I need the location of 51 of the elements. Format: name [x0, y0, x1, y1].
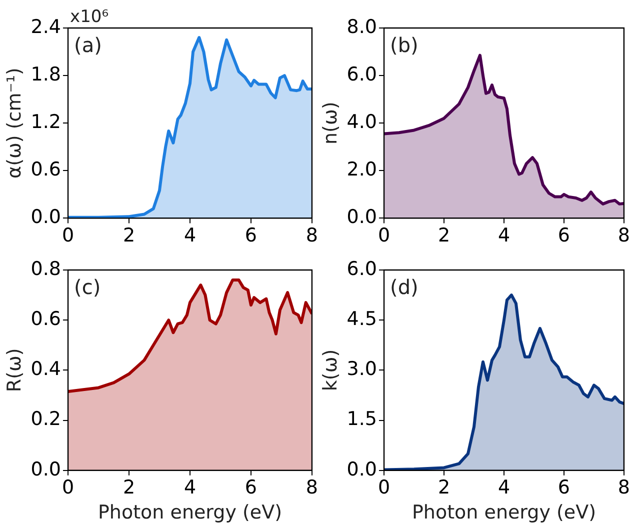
x-tick-label: 6 — [558, 224, 570, 247]
y-tick-label: 0.2 — [30, 408, 62, 430]
y-tick-label: 2.0 — [346, 158, 378, 181]
x-tick-label: 2 — [438, 476, 450, 499]
y-tick-label: 0.8 — [30, 258, 62, 280]
y-axis-title: n(ω) — [319, 102, 342, 144]
x-tick-label: 4 — [498, 224, 510, 247]
x-tick-label: 6 — [244, 224, 258, 247]
annotation: (b) — [390, 33, 418, 57]
x-tick-label: 0 — [378, 224, 390, 247]
y-tick-label: 1.2 — [30, 111, 62, 134]
x-tick-label: 0 — [62, 224, 74, 247]
x-tick-label: 0 — [378, 476, 390, 499]
annotation: (c) — [74, 275, 101, 299]
y-tick-label: 6.0 — [346, 63, 378, 86]
y-tick-label: 1.8 — [30, 63, 62, 86]
y-tick-label: 2.4 — [30, 16, 62, 38]
y-tick-label: 0.6 — [30, 158, 62, 181]
x-tick-label: 8 — [618, 476, 630, 499]
x-tick-label: 2 — [438, 224, 450, 247]
x-tick-label: 4 — [184, 224, 196, 247]
y-tick-label: 6.0 — [346, 258, 378, 280]
x-tick-label: 6 — [244, 476, 258, 499]
y-tick-label: 1.5 — [346, 408, 378, 430]
x-tick-label: 6 — [558, 476, 570, 499]
y-tick-label: 8.0 — [346, 16, 378, 38]
x-tick-label: 0 — [62, 476, 74, 499]
y-tick-label: 0.0 — [346, 206, 378, 228]
x-tick-label: 8 — [306, 476, 318, 499]
y-tick-label: 0.0 — [30, 206, 62, 228]
x-axis-title: Photon energy (eV) — [412, 502, 596, 524]
y-tick-label: 4.0 — [346, 111, 378, 134]
x-tick-label: 2 — [122, 224, 136, 247]
y-axis-title: R(ω) — [3, 348, 26, 392]
x-tick-label: 4 — [184, 476, 196, 499]
annotation: (d) — [390, 275, 418, 299]
y-tick-label: 0.4 — [30, 358, 62, 380]
y-axis-title: α(ω) (cm⁻¹) — [3, 68, 26, 178]
y-axis-title: k(ω) — [319, 349, 342, 392]
annotation: (a) — [74, 33, 102, 57]
y-tick-label: 4.5 — [346, 308, 378, 330]
y-tick-label: 3.0 — [346, 358, 378, 380]
x-axis-title: Photon energy (eV) — [98, 502, 282, 524]
text: x10⁶ — [70, 7, 109, 27]
x-tick-label: 4 — [498, 476, 510, 499]
x-tick-label: 8 — [306, 224, 318, 247]
x-tick-label: 2 — [122, 476, 136, 499]
y-tick-label: 0.6 — [30, 308, 62, 330]
x-tick-label: 8 — [618, 224, 630, 247]
y-tick-label: 0.0 — [346, 458, 378, 480]
y-tick-label: 0.0 — [30, 458, 62, 480]
